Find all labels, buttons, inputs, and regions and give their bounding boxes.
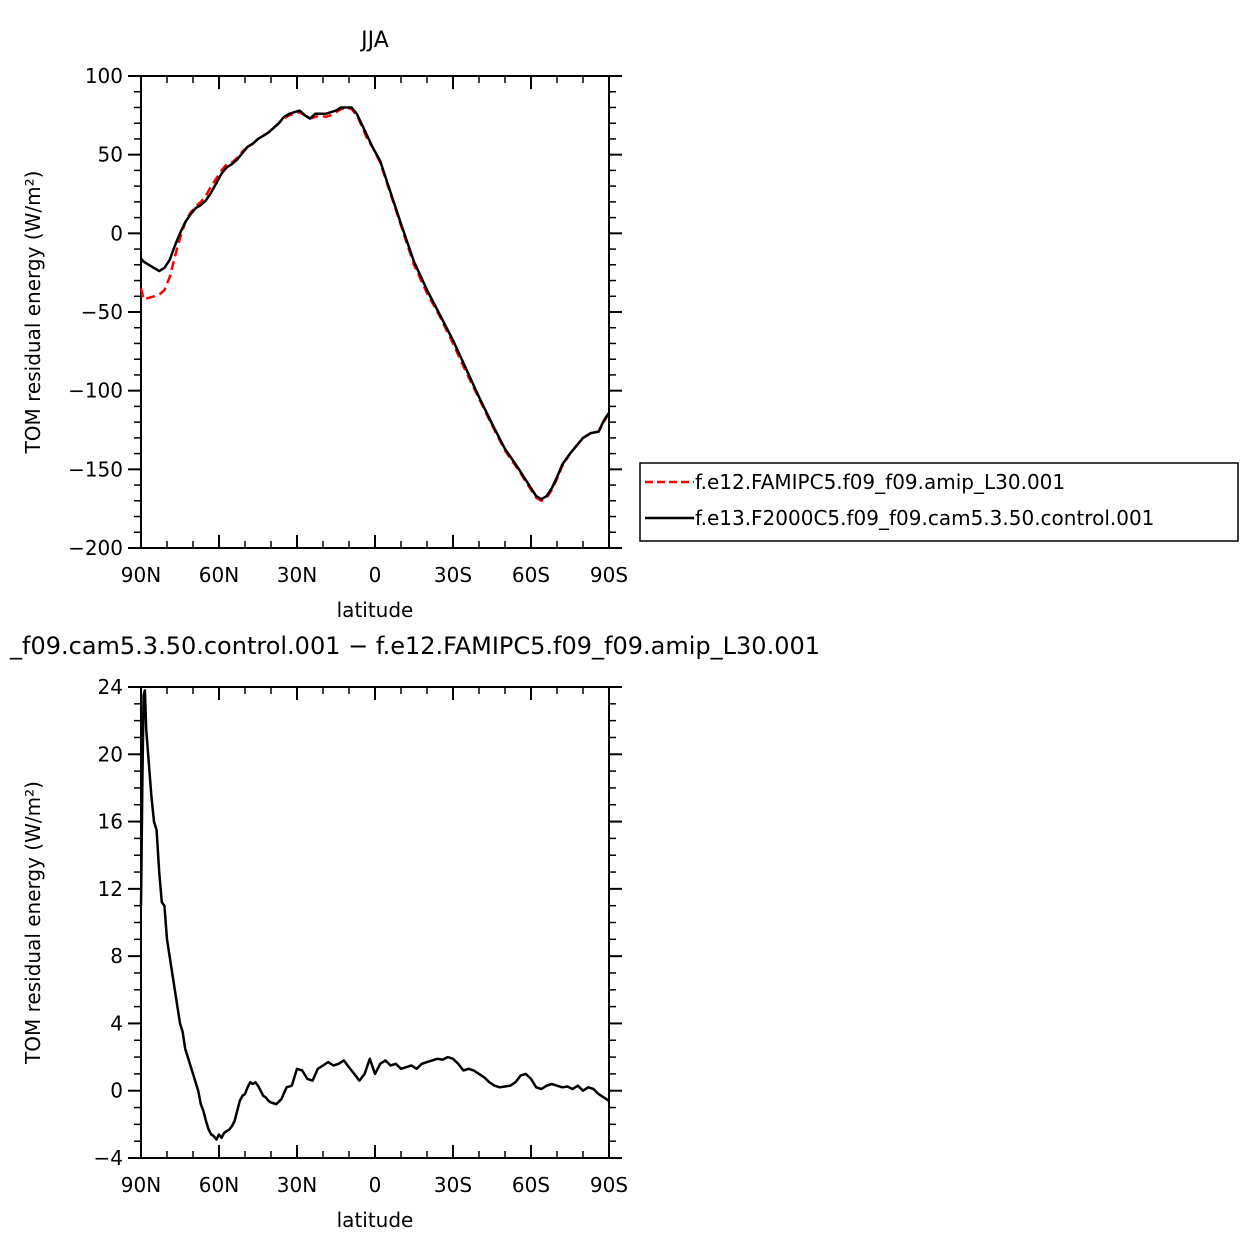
x-tick-label: 30N bbox=[277, 563, 317, 587]
x-tick-label: 90N bbox=[121, 563, 161, 587]
y-tick-label: −4 bbox=[94, 1146, 123, 1170]
legend-entry-1: f.e13.F2000C5.f09_f09.cam5.3.50.control.… bbox=[695, 506, 1154, 530]
series-line-0 bbox=[139, 689, 610, 1141]
y-tick-label: 50 bbox=[98, 143, 123, 167]
x-tick-label: 30S bbox=[434, 563, 472, 587]
x-tick-label: 90S bbox=[590, 563, 628, 587]
y-tick-label: 24 bbox=[98, 675, 123, 699]
plot-frame bbox=[140, 75, 610, 549]
x-tick-label: 60N bbox=[199, 1173, 239, 1197]
chart-panel-1: _f09.cam5.3.50.control.001 − f.e12.FAMIP… bbox=[9, 632, 820, 1232]
legend-entry-0: f.e12.FAMIPC5.f09_f09.amip_L30.001 bbox=[695, 470, 1065, 494]
chart-title: _f09.cam5.3.50.control.001 − f.e12.FAMIP… bbox=[9, 632, 820, 660]
x-tick-label: 60S bbox=[512, 1173, 550, 1197]
x-axis-label: latitude bbox=[337, 598, 414, 622]
y-tick-label: 20 bbox=[98, 742, 123, 766]
chart-panel-0: JJA 90N 60N 30N 0 30S 60S 90S 100 50 0 −50 −100 −150 −… bbox=[21, 28, 1239, 622]
series-line-0 bbox=[139, 106, 611, 503]
y-tick-label: −50 bbox=[81, 300, 123, 324]
x-axis-label: latitude bbox=[337, 1208, 414, 1232]
y-tick-label: 100 bbox=[85, 64, 123, 88]
y-tick-label: 0 bbox=[110, 221, 123, 245]
y-tick-label: 16 bbox=[98, 810, 123, 834]
y-tick-label: −150 bbox=[68, 457, 123, 481]
x-tick-label: 60N bbox=[199, 563, 239, 587]
legend: f.e12.FAMIPC5.f09_f09.amip_L30.001 f.e13.… bbox=[639, 462, 1239, 542]
y-axis-label: TOM residual energy (W/m²) bbox=[21, 781, 45, 1065]
x-tick-label: 0 bbox=[369, 1173, 382, 1197]
x-tick-label: 90S bbox=[590, 1173, 628, 1197]
x-tick-label: 0 bbox=[369, 563, 382, 587]
y-tick-label: −200 bbox=[68, 536, 123, 560]
x-tick-label: 60S bbox=[512, 563, 550, 587]
legend-box bbox=[639, 462, 1239, 542]
x-tick-label: 30S bbox=[434, 1173, 472, 1197]
y-tick-label: 0 bbox=[110, 1079, 123, 1103]
series-line-1 bbox=[140, 106, 611, 501]
x-tick-label: 90N bbox=[121, 1173, 161, 1197]
y-tick-label: 8 bbox=[110, 944, 123, 968]
chart-title: JJA bbox=[359, 28, 389, 53]
y-tick-label: −100 bbox=[68, 379, 123, 403]
y-tick-label: 4 bbox=[110, 1011, 123, 1035]
y-axis-label: TOM residual energy (W/m²) bbox=[21, 171, 45, 455]
x-tick-label: 30N bbox=[277, 1173, 317, 1197]
y-tick-label: 12 bbox=[98, 877, 123, 901]
